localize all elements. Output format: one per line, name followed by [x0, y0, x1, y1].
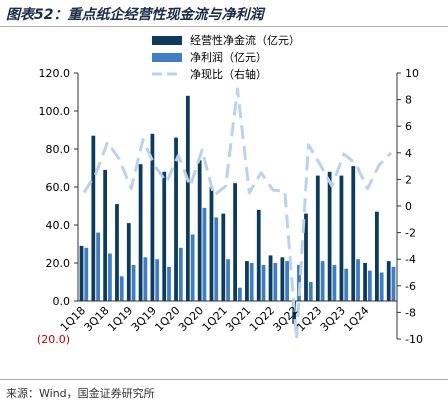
bar-net-profit	[356, 259, 360, 301]
bar-net-profit	[249, 263, 254, 301]
bar-ocf	[126, 223, 131, 301]
y-right-tick-label: -2	[405, 227, 416, 240]
x-tick-label: 1Q18	[58, 304, 88, 334]
bar-ocf	[327, 171, 332, 301]
y-left-tick-label: 60.0	[46, 181, 71, 194]
x-tick-label: 3Q20	[176, 304, 206, 334]
bar-ocf	[256, 209, 261, 301]
bar-net-profit	[167, 266, 171, 301]
bar-net-profit	[238, 287, 242, 301]
x-tick-label: 3Q19	[129, 304, 159, 334]
bar-net-profit	[261, 264, 266, 301]
x-tick-label: 1Q22	[247, 304, 277, 334]
y-left-tick-label: 0.0	[53, 295, 71, 308]
x-tick-label: 1Q21	[200, 304, 230, 334]
bar-ocf	[197, 160, 202, 301]
bar-net-profit	[84, 247, 89, 301]
y-right-tick-label: -8	[405, 306, 416, 319]
bar-net-profit	[108, 253, 112, 301]
bar-ocf	[162, 171, 167, 301]
y-right-tick-label: 8	[405, 94, 412, 107]
y-left-tick-label: (20.0)	[37, 333, 70, 346]
bar-net-profit	[344, 268, 349, 301]
bar-ocf	[79, 245, 84, 301]
bar-ocf	[304, 213, 308, 301]
bar-ocf	[185, 95, 190, 301]
bar-ocf	[280, 257, 285, 301]
bar-net-profit	[178, 247, 183, 301]
y-right-tick-label: 0	[405, 200, 412, 213]
bar-ocf	[115, 204, 119, 301]
y-right-tick-label: 4	[405, 147, 412, 160]
bar-net-profit	[308, 282, 313, 301]
bar-ocf	[292, 301, 297, 324]
y-right-tick-label: 6	[405, 120, 412, 133]
y-right-tick-label: 10	[405, 67, 419, 80]
chart: 0.0 20.0 40.0 60.0 80.0 100.0 120.0 (20.0) -10 -8…	[37, 33, 423, 346]
y-left-tick-label: 80.0	[46, 143, 71, 156]
bar-ocf	[363, 263, 367, 301]
chart-title: 图表52：重点纸企经营性现金流与净利润	[6, 7, 264, 23]
bar-ocf	[150, 133, 155, 301]
bar-net-profit	[367, 270, 372, 301]
bar-ocf	[174, 137, 178, 301]
bar-net-profit	[214, 217, 219, 301]
x-tick-label: 3Q18	[81, 304, 111, 334]
bar-net-profit	[202, 207, 207, 301]
x-tick-label: 1Q19	[105, 304, 135, 334]
legend-label-ocf: 经营性净金流（亿元）	[190, 33, 300, 47]
y-right-tick-label: -6	[405, 280, 416, 293]
bar-net-profit	[332, 264, 337, 301]
legend-label-ratio: 净现比（右轴）	[190, 67, 267, 81]
bar-net-profit	[226, 259, 230, 301]
bar-ocf	[138, 164, 143, 301]
y-left-tick-label: 120.0	[39, 67, 71, 80]
y-left-tick-label: 40.0	[46, 219, 71, 232]
bar-ocf	[233, 183, 237, 301]
bar-ocf	[221, 213, 226, 301]
x-tick-label: 1Q20	[152, 304, 182, 334]
bar-net-profit	[190, 234, 195, 301]
source-note: 来源：Wind，国金证券研究所	[6, 387, 155, 400]
bar-net-profit	[285, 261, 290, 301]
bar-ocf	[245, 261, 249, 301]
bar-net-profit	[143, 257, 148, 301]
bar-ocf	[351, 166, 356, 301]
bar-ocf	[386, 261, 391, 301]
line-cash-profit-ratio	[82, 87, 393, 341]
legend-label-net-profit: 净利润（亿元）	[190, 50, 267, 64]
footer-divider	[0, 379, 448, 380]
bar-net-profit	[96, 232, 101, 301]
bar-ocf	[103, 169, 108, 301]
bar-ocf	[339, 175, 344, 301]
bar-net-profit	[273, 263, 278, 301]
x-tick-label: 3Q21	[223, 304, 253, 334]
legend-swatch-net-profit	[152, 53, 182, 62]
bar-ocf	[315, 175, 320, 301]
bar-net-profit	[320, 261, 325, 301]
bar-net-profit	[391, 266, 396, 301]
legend-swatch-ocf	[152, 36, 182, 45]
bar-ocf	[374, 211, 379, 301]
y-right-tick-label: 2	[405, 173, 412, 186]
bar-net-profit	[119, 276, 124, 301]
bar-ocf	[209, 187, 214, 301]
bar-net-profit	[155, 259, 160, 301]
y-right-tick-label: -10	[405, 333, 423, 346]
bar-net-profit	[379, 272, 384, 301]
bar-ocf	[268, 255, 273, 301]
bar-ocf	[91, 135, 96, 301]
bar-net-profit	[131, 264, 136, 301]
y-left-tick-label: 20.0	[46, 257, 71, 270]
y-left-tick-label: 100.0	[39, 105, 71, 118]
x-tick-label: 1Q24	[341, 304, 371, 334]
title-divider	[0, 26, 448, 27]
x-tick-label: 3Q23	[318, 304, 348, 334]
y-right-tick-label: -4	[405, 253, 416, 266]
